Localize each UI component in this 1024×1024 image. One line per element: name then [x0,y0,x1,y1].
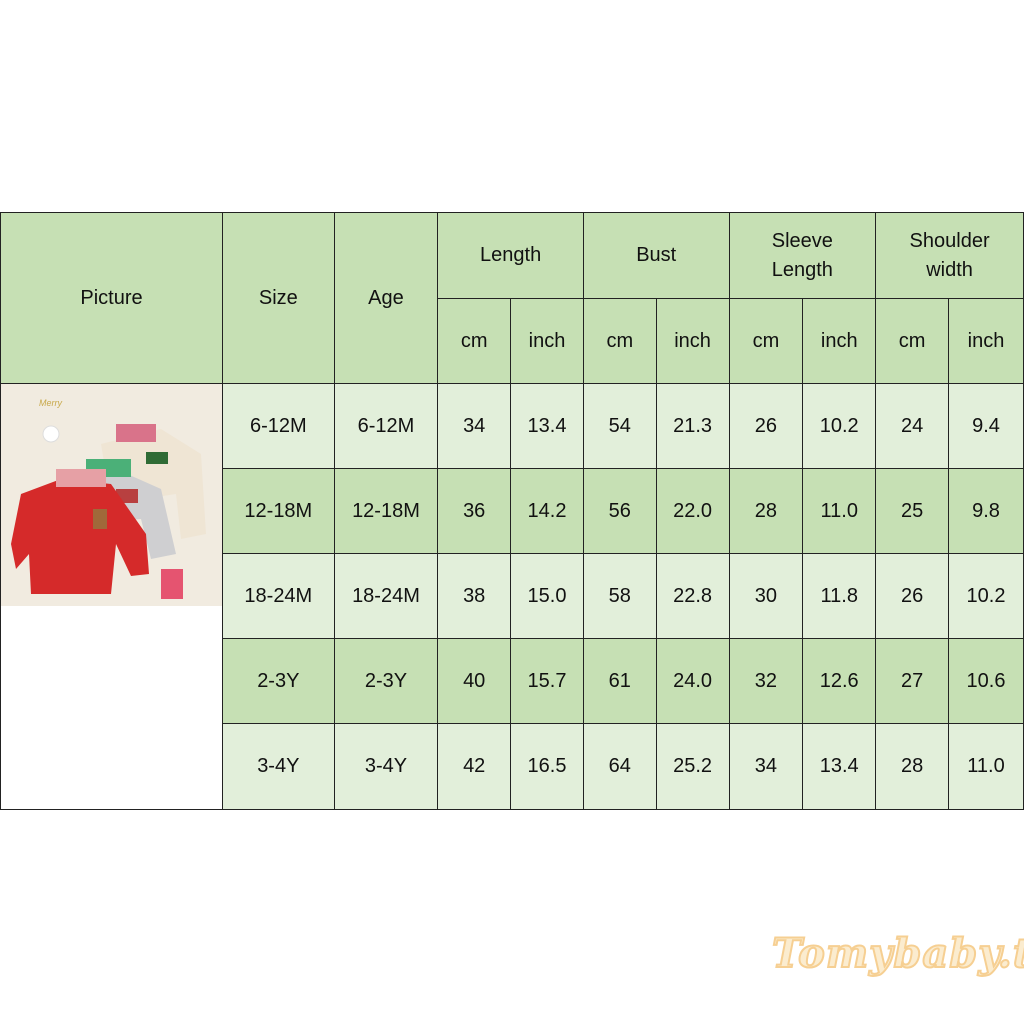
table-row: 3-4Y 3-4Y 42 16.5 64 25.2 34 13.4 28 11.0 [1,723,1024,810]
measure-cell: 42 [437,723,512,810]
measure-cell: 9.4 [948,383,1024,469]
age-cell: 3-4Y [333,723,439,810]
age-cell: 12-18M [333,468,439,554]
measure-cell: 22.8 [655,553,730,639]
measure-cell: 56 [582,468,657,554]
measure-cell: 10.6 [948,638,1024,724]
svg-text:Merry: Merry [39,398,62,408]
header-length: Length [437,212,584,299]
measure-cell: 13.4 [510,383,584,469]
unit-inch: inch [655,298,730,384]
measure-cell: 16.5 [510,723,584,810]
measure-cell: 36 [437,468,512,554]
table-row: 12-18M 12-18M 36 14.2 56 22.0 28 11.0 25 9.8 [1,468,1024,554]
age-cell: 6-12M [333,383,439,469]
table-row: Merry 6-12M 6-12M 34 13.4 54 21.3 26 10.2 24 9.4 [0,383,1024,810]
header-shoulder-width: Shoulder width [875,212,1024,299]
measure-cell: 25.2 [655,723,730,810]
unit-inch: inch [510,298,584,384]
measure-cell: 14.2 [510,468,584,554]
measure-cell: 26 [875,553,950,639]
size-cell: 2-3Y [222,638,335,724]
age-cell: 2-3Y [333,638,439,724]
measure-cell: 30 [728,553,804,639]
size-cell: 6-12M [222,383,335,469]
unit-cm: cm [582,298,657,384]
unit-inch: inch [802,298,877,384]
measure-cell: 11.0 [948,723,1024,810]
size-cell: 18-24M [222,553,335,639]
measure-cell: 32 [728,638,804,724]
measure-cell: 21.3 [655,383,730,469]
measure-cell: 24.0 [655,638,730,724]
measure-cell: 28 [728,468,804,554]
measure-cell: 22.0 [655,468,730,554]
age-cell: 18-24M [333,553,439,639]
size-cell: 12-18M [222,468,335,554]
unit-cm: cm [437,298,512,384]
header-bust: Bust [582,212,730,299]
size-chart-table: Picture Size Age Length Bust Sleeve Leng… [0,212,1024,810]
unit-cm: cm [875,298,950,384]
measure-cell: 11.0 [802,468,877,554]
watermark-logo: Tomybaby.th [771,929,1024,978]
measure-cell: 28 [875,723,950,810]
measure-cell: 26 [728,383,804,469]
measure-cell: 9.8 [948,468,1024,554]
unit-row: cm inch cm inch cm inch cm inch [1,298,1024,384]
table-row: 2-3Y 2-3Y 40 15.7 61 24.0 32 12.6 27 10.6 [1,638,1024,724]
measure-cell: 10.2 [802,383,877,469]
measure-cell: 38 [437,553,512,639]
measure-cell: 34 [437,383,512,469]
measure-cell: 13.4 [802,723,877,810]
size-cell: 3-4Y [222,723,335,810]
measure-cell: 15.0 [510,553,584,639]
picture-cell: Merry [0,383,223,810]
unit-inch: inch [948,298,1024,384]
measure-cell: 12.6 [802,638,877,724]
measure-cell: 25 [875,468,950,554]
measure-cell: 61 [582,638,657,724]
unit-cm: cm [728,298,804,384]
header-sleeve-length-text: Sleeve Length [771,229,833,281]
header-age: Age [333,212,439,384]
measure-cell: 64 [582,723,657,810]
measure-cell: 40 [437,638,512,724]
product-photo: Merry [1,384,222,606]
header-sleeve-length: Sleeve Length [728,212,877,299]
measure-cell: 10.2 [948,553,1024,639]
measure-cell: 27 [875,638,950,724]
measure-cell: 34 [728,723,804,810]
measure-cell: 24 [875,383,950,469]
header-shoulder-width-text: Shoulder width [909,229,990,281]
header-picture: Picture [0,212,223,384]
measure-cell: 15.7 [510,638,584,724]
measure-cell: 54 [582,383,657,469]
header-size: Size [222,212,335,384]
measure-cell: 58 [582,553,657,639]
measure-cell: 11.8 [802,553,877,639]
